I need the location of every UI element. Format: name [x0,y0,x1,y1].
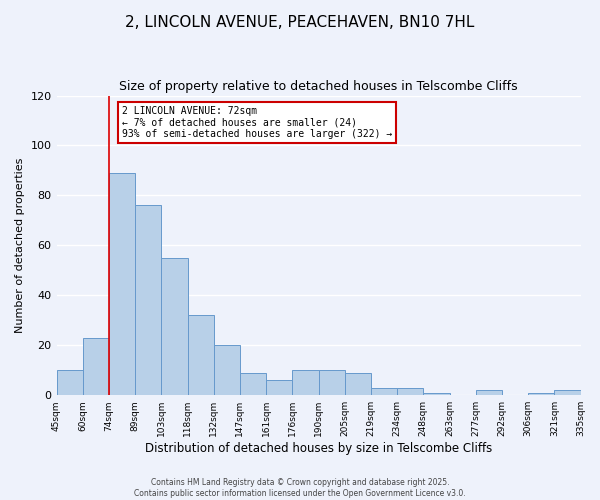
Bar [83,338,109,395]
Bar [135,206,161,395]
Text: 2 LINCOLN AVENUE: 72sqm
← 7% of detached houses are smaller (24)
93% of semi-det: 2 LINCOLN AVENUE: 72sqm ← 7% of detached… [122,106,392,138]
Bar [319,370,345,395]
Text: Contains HM Land Registry data © Crown copyright and database right 2025.
Contai: Contains HM Land Registry data © Crown c… [134,478,466,498]
Bar [554,390,581,395]
Bar [476,390,502,395]
Bar [292,370,319,395]
Bar [188,316,214,395]
Bar [109,173,135,395]
Bar [345,372,371,395]
Bar [424,392,449,395]
Text: 2, LINCOLN AVENUE, PEACEHAVEN, BN10 7HL: 2, LINCOLN AVENUE, PEACEHAVEN, BN10 7HL [125,15,475,30]
Title: Size of property relative to detached houses in Telscombe Cliffs: Size of property relative to detached ho… [119,80,518,93]
Bar [161,258,188,395]
Bar [240,372,266,395]
Bar [266,380,292,395]
Y-axis label: Number of detached properties: Number of detached properties [15,158,25,333]
Bar [56,370,83,395]
Bar [371,388,397,395]
Bar [214,346,240,395]
Bar [528,392,554,395]
X-axis label: Distribution of detached houses by size in Telscombe Cliffs: Distribution of detached houses by size … [145,442,492,455]
Bar [397,388,424,395]
